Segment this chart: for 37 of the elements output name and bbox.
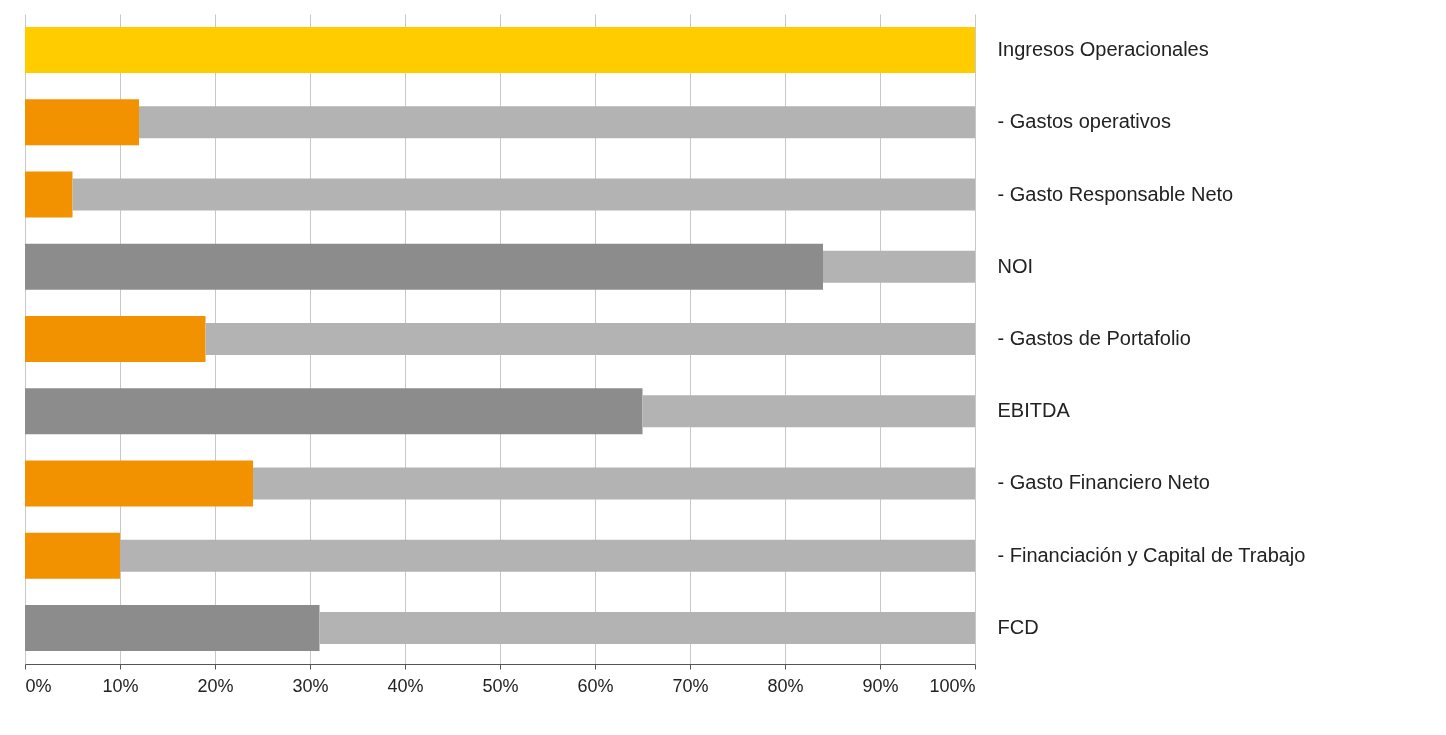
- bar: [25, 532, 120, 579]
- bar: [205, 323, 975, 355]
- x-tick-label: 60%: [577, 675, 614, 696]
- bar: [25, 604, 320, 651]
- x-tick-label: 70%: [672, 675, 709, 696]
- bar: [25, 316, 206, 362]
- bar: [253, 467, 975, 500]
- x-tick-label: 50%: [482, 675, 519, 696]
- y-tick-label: - Financiación y Capital de Trabajo: [997, 543, 1306, 566]
- bar: [25, 460, 253, 507]
- x-tick-label: 40%: [387, 675, 424, 696]
- bar: [139, 106, 975, 139]
- bar: [642, 395, 975, 428]
- bar: [25, 388, 643, 435]
- x-tick-label: 80%: [767, 675, 804, 696]
- y-tick-label: FCD: [997, 615, 1039, 638]
- y-tick-label: - Gastos de Portafolio: [997, 327, 1191, 349]
- x-tick-label: 100%: [929, 675, 976, 696]
- x-tick-label: 90%: [862, 675, 899, 696]
- y-tick-label: - Gasto Responsable Neto: [997, 182, 1234, 205]
- bar: [120, 539, 975, 572]
- x-tick-label: 30%: [292, 675, 329, 696]
- bar: [25, 27, 975, 74]
- x-tick-label: 10%: [102, 675, 139, 696]
- y-tick-label: EBITDA: [997, 399, 1071, 422]
- y-tick-label: - Gastos operativos: [997, 110, 1171, 133]
- y-tick-label: NOI: [997, 254, 1034, 277]
- x-tick-label: 0%: [25, 675, 52, 696]
- x-tick-label: 20%: [197, 675, 234, 696]
- bar: [25, 243, 823, 290]
- bar: [25, 171, 73, 218]
- y-tick-label: - Gasto Financiero Neto: [997, 471, 1210, 494]
- bar: [319, 611, 975, 644]
- bar: [823, 250, 975, 283]
- y-tick-label: Ingresos Operacionales: [997, 38, 1209, 61]
- bar: [72, 178, 975, 211]
- bar: [25, 99, 139, 146]
